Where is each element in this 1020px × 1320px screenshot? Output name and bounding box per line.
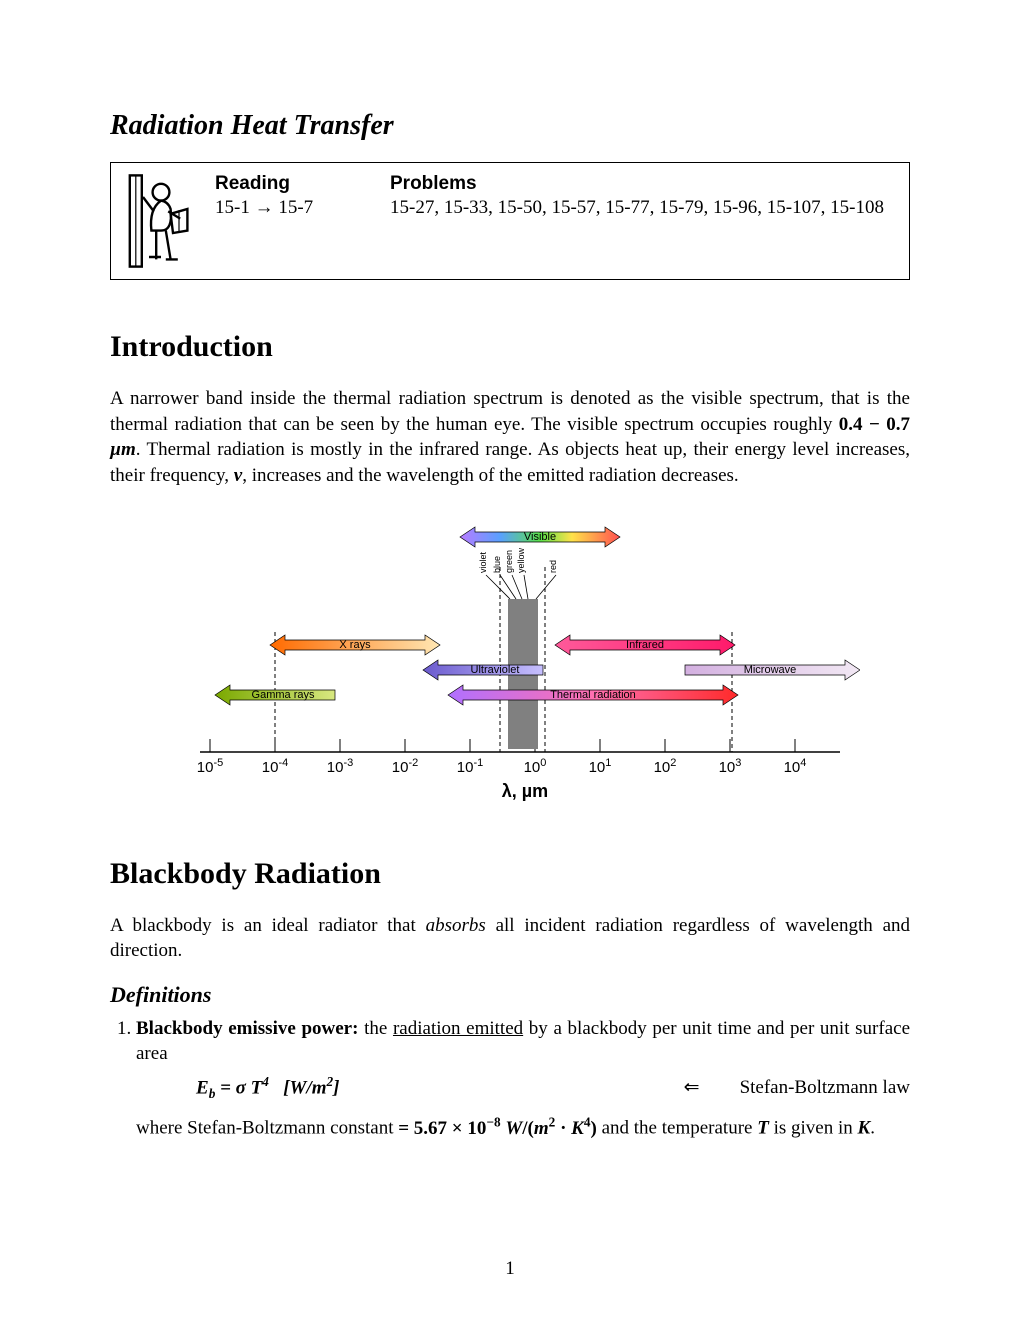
svg-text:10-3: 10-3 (327, 757, 353, 776)
svg-text:Visible: Visible (524, 531, 556, 543)
svg-text:101: 101 (589, 757, 612, 776)
svg-text:10-4: 10-4 (262, 757, 288, 776)
reader-icon (125, 173, 197, 269)
arrow-microwave: Microwave (685, 660, 860, 680)
svg-text:102: 102 (654, 757, 677, 776)
equation-row: Eb = σ T4 [W/m2] ⇐ Stefan-Boltzmann law (136, 1067, 910, 1113)
definition-where: where Stefan-Boltzmann constant = 5.67 ×… (136, 1113, 910, 1141)
arrow-thermal: Thermal radiation (448, 685, 738, 705)
introduction-paragraph: A narrower band inside the thermal radia… (110, 386, 910, 489)
svg-text:blue: blue (492, 556, 502, 573)
reading-body: 15-1 → 15-7 (215, 195, 350, 221)
arrow-visible: Visible (460, 527, 620, 547)
box-content: Reading 15-1 → 15-7 Problems 15-27, 15-3… (215, 173, 895, 221)
svg-text:green: green (504, 550, 514, 573)
page-number: 1 (0, 1258, 1020, 1280)
svg-text:red: red (548, 560, 558, 573)
axis-label: λ, µm (502, 781, 548, 801)
svg-text:Infrared: Infrared (626, 639, 664, 651)
problems-heading: Problems (390, 173, 895, 195)
dashed-guides (275, 567, 732, 752)
svg-text:Thermal radiation: Thermal radiation (550, 689, 636, 701)
spectrum-diagram: 10-5 10-4 10-3 10-2 10-1 100 101 102 103… (160, 507, 860, 827)
blackbody-heading: Blackbody Radiation (110, 857, 910, 891)
svg-text:103: 103 (719, 757, 742, 776)
axis-ticks: 10-5 10-4 10-3 10-2 10-1 100 101 102 103… (197, 739, 807, 776)
equation-main: Eb = σ T4 [W/m2] (196, 1073, 339, 1103)
blackbody-paragraph: A blackbody is an ideal radiator that ab… (110, 913, 910, 964)
definitions-list: Blackbody emissive power: the radiation … (110, 1016, 910, 1141)
svg-text:violet: violet (478, 551, 488, 573)
svg-text:10-2: 10-2 (392, 757, 418, 776)
svg-text:yellow: yellow (516, 547, 526, 573)
svg-text:10-5: 10-5 (197, 757, 223, 776)
svg-text:Microwave: Microwave (744, 664, 797, 676)
equation-arrow: ⇐ (684, 1075, 700, 1101)
page-title: Radiation Heat Transfer (110, 110, 910, 142)
arrow-infrared: Infrared (555, 635, 735, 655)
introduction-heading: Introduction (110, 330, 910, 364)
svg-text:10-1: 10-1 (457, 757, 483, 776)
reading-problems-box: Reading 15-1 → 15-7 Problems 15-27, 15-3… (110, 162, 910, 280)
svg-text:Gamma rays: Gamma rays (252, 689, 315, 701)
equation-law: Stefan-Boltzmann law (740, 1075, 910, 1101)
definitions-heading: Definitions (110, 982, 910, 1008)
reading-heading: Reading (215, 173, 350, 195)
problems-body: 15-27, 15-33, 15-50, 15-57, 15-77, 15-79… (390, 195, 895, 221)
arrow-xrays: X rays (270, 635, 440, 655)
definition-item-1: Blackbody emissive power: the radiation … (136, 1016, 910, 1141)
svg-text:104: 104 (784, 757, 807, 776)
svg-text:100: 100 (524, 757, 547, 776)
visible-labels: violet blue green yellow red (478, 547, 558, 573)
svg-text:Ultraviolet: Ultraviolet (471, 664, 520, 676)
svg-text:X rays: X rays (339, 639, 371, 651)
